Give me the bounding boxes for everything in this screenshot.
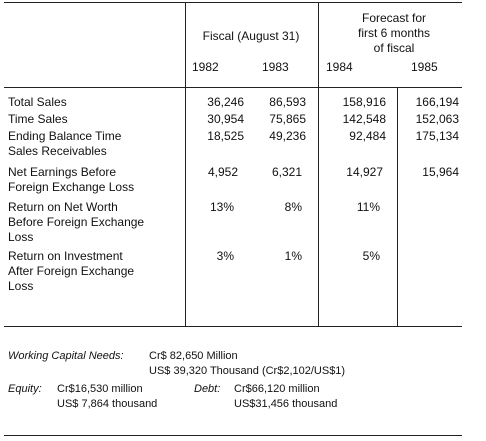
table-bottom-rule	[4, 326, 462, 327]
row-value: 142,548	[342, 112, 386, 126]
row-label: After Foreign Exchange	[8, 264, 135, 278]
row-value: 75,865	[269, 112, 306, 126]
row-value: 152,063	[415, 112, 459, 126]
row-label: Total Sales	[8, 95, 67, 109]
header-rule	[4, 87, 462, 88]
forecast-header-line-2: first 6 months	[357, 26, 431, 40]
equity-value-1: Cr$16,530 million	[57, 383, 143, 395]
row-label: Loss	[8, 230, 34, 244]
row-label: Return on Net Worth	[8, 200, 118, 214]
year-1985: 1985	[411, 60, 438, 74]
row-value: 86,593	[269, 95, 306, 109]
row-value: 6,321	[271, 165, 302, 179]
row-value: 11%	[356, 200, 380, 214]
row-value: 14,927	[346, 165, 383, 179]
row-value: 92,484	[349, 129, 386, 143]
equity-label: Equity:	[8, 383, 42, 395]
row-label: Sales Receivables	[8, 144, 107, 158]
row-value: 158,916	[342, 95, 386, 109]
row-value: 36,246	[207, 95, 244, 109]
row-label: Loss	[8, 279, 34, 293]
forecast-header-line-1: Forecast for	[361, 11, 427, 25]
working-capital-value-1: Cr$ 82,650 Million	[149, 350, 238, 362]
row-label: Ending Balance Time	[8, 129, 122, 143]
row-label: Foreign Exchange Loss	[8, 180, 135, 194]
debt-value-2: US$31,456 thousand	[234, 398, 338, 410]
top-rule	[4, 2, 462, 3]
year-1983: 1983	[262, 60, 289, 74]
financial-table: Fiscal (August 31) Forecast for first 6 …	[4, 2, 462, 436]
row-value: 18,525	[207, 129, 244, 143]
col-divider-label	[185, 2, 186, 326]
col-divider-fiscal	[318, 2, 319, 326]
row-value: 49,236	[269, 129, 306, 143]
working-capital-label: Working Capital Needs:	[8, 350, 124, 362]
row-label: Time Sales	[8, 112, 68, 126]
fiscal-header: Fiscal (August 31)	[202, 29, 300, 43]
row-value: 175,134	[415, 129, 459, 143]
year-1982: 1982	[192, 60, 219, 74]
row-value: 166,194	[415, 95, 459, 109]
row-value: 8%	[284, 200, 302, 214]
bottom-rule	[4, 435, 462, 436]
year-1984: 1984	[326, 60, 353, 74]
row-label: Return on Investment	[8, 249, 123, 263]
col-divider-forecast	[397, 87, 398, 326]
row-value: 5%	[362, 249, 380, 263]
row-value: 1%	[284, 249, 302, 263]
row-value: 15,964	[422, 165, 459, 179]
row-label: Before Foreign Exchange	[8, 215, 145, 229]
row-value: 13%	[209, 200, 234, 214]
debt-value-1: Cr$66,120 million	[234, 383, 320, 395]
row-value: 4,952	[207, 165, 238, 179]
equity-value-2: US$ 7,864 thousand	[57, 398, 158, 410]
row-label: Net Earnings Before	[8, 165, 117, 179]
debt-label: Debt:	[194, 383, 221, 395]
row-value: 3%	[216, 249, 234, 263]
working-capital-value-2: US$ 39,320 Thousand (Cr$2,102/US$1)	[149, 365, 346, 377]
row-value: 30,954	[207, 112, 244, 126]
forecast-header-line-3: of fiscal	[373, 41, 415, 55]
